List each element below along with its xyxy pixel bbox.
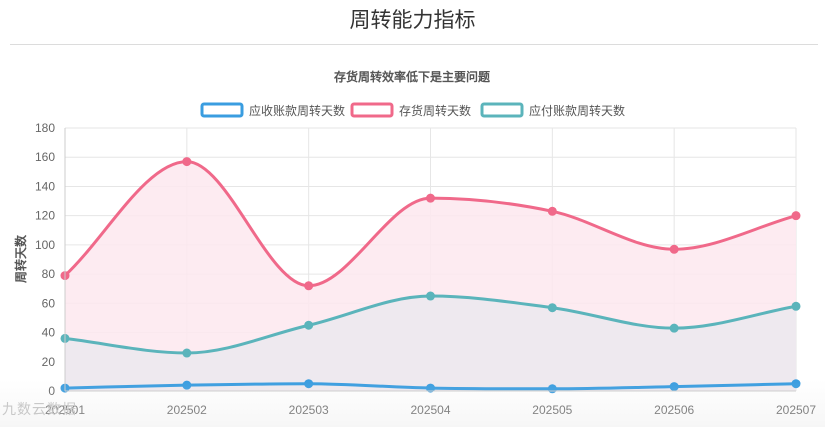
y-tick-label: 160 <box>35 150 55 164</box>
legend-label: 应收账款周转天数 <box>249 103 345 118</box>
x-tick-label: 202505 <box>532 403 572 417</box>
axes: 0 20 40 60 80 100 120 140 160 180 202501 202502 2025… <box>35 121 816 417</box>
data-point[interactable] <box>182 157 192 167</box>
legend[interactable]: 应收账款周转天数 存货周转天数 应付账款周转天数 <box>200 102 625 118</box>
chart-title: 存货周转效率低下是主要问题 <box>333 69 491 84</box>
legend-item[interactable]: 应收账款周转天数 <box>200 102 345 118</box>
data-point[interactable] <box>791 379 801 389</box>
y-axis-title: 周转天数 <box>13 234 28 283</box>
data-point[interactable] <box>426 193 435 203</box>
title-divider <box>10 44 818 45</box>
data-point[interactable] <box>547 384 557 394</box>
y-tick-label: 40 <box>42 326 56 340</box>
y-tick-label: 20 <box>42 355 56 369</box>
data-point[interactable] <box>669 323 679 333</box>
data-point[interactable] <box>304 281 314 291</box>
series-area <box>65 296 796 391</box>
y-tick-label: 60 <box>42 296 56 310</box>
x-tick-label: 202504 <box>410 403 450 417</box>
data-point[interactable] <box>426 383 435 393</box>
legend-item[interactable]: 应付账款周转天数 <box>480 102 625 118</box>
legend-label: 存货周转天数 <box>399 103 471 118</box>
x-tick-label: 202501 <box>45 403 85 417</box>
y-tick-label: 0 <box>48 384 55 398</box>
x-tick-label: 202506 <box>654 403 694 417</box>
data-point[interactable] <box>304 379 314 389</box>
legend-swatch <box>480 102 524 118</box>
y-tick-label: 120 <box>35 209 55 223</box>
data-point[interactable] <box>669 382 679 392</box>
y-tick-label: 180 <box>35 121 55 135</box>
data-point[interactable] <box>304 320 314 330</box>
data-point[interactable] <box>547 303 557 313</box>
legend-item[interactable]: 存货周转天数 <box>350 102 471 118</box>
area-fills <box>65 161 796 391</box>
data-point[interactable] <box>547 206 557 216</box>
legend-label: 应付账款周转天数 <box>529 103 625 118</box>
data-point[interactable] <box>426 291 435 301</box>
x-tick-label: 202503 <box>289 403 329 417</box>
data-points <box>60 157 801 394</box>
legend-swatch <box>200 102 244 118</box>
data-point[interactable] <box>182 348 192 358</box>
x-tick-label: 202502 <box>167 403 207 417</box>
data-point[interactable] <box>182 380 192 390</box>
y-tick-label: 140 <box>35 179 55 193</box>
y-tick-label: 80 <box>42 267 56 281</box>
page-title: 周转能力指标 <box>349 8 476 32</box>
x-tick-label: 202507 <box>776 403 816 417</box>
watermark: 九数云数据 <box>2 402 77 418</box>
data-point[interactable] <box>669 244 679 254</box>
y-tick-label: 100 <box>35 238 55 252</box>
data-point[interactable] <box>791 211 801 221</box>
legend-swatch <box>350 102 394 118</box>
data-point[interactable] <box>791 301 801 311</box>
